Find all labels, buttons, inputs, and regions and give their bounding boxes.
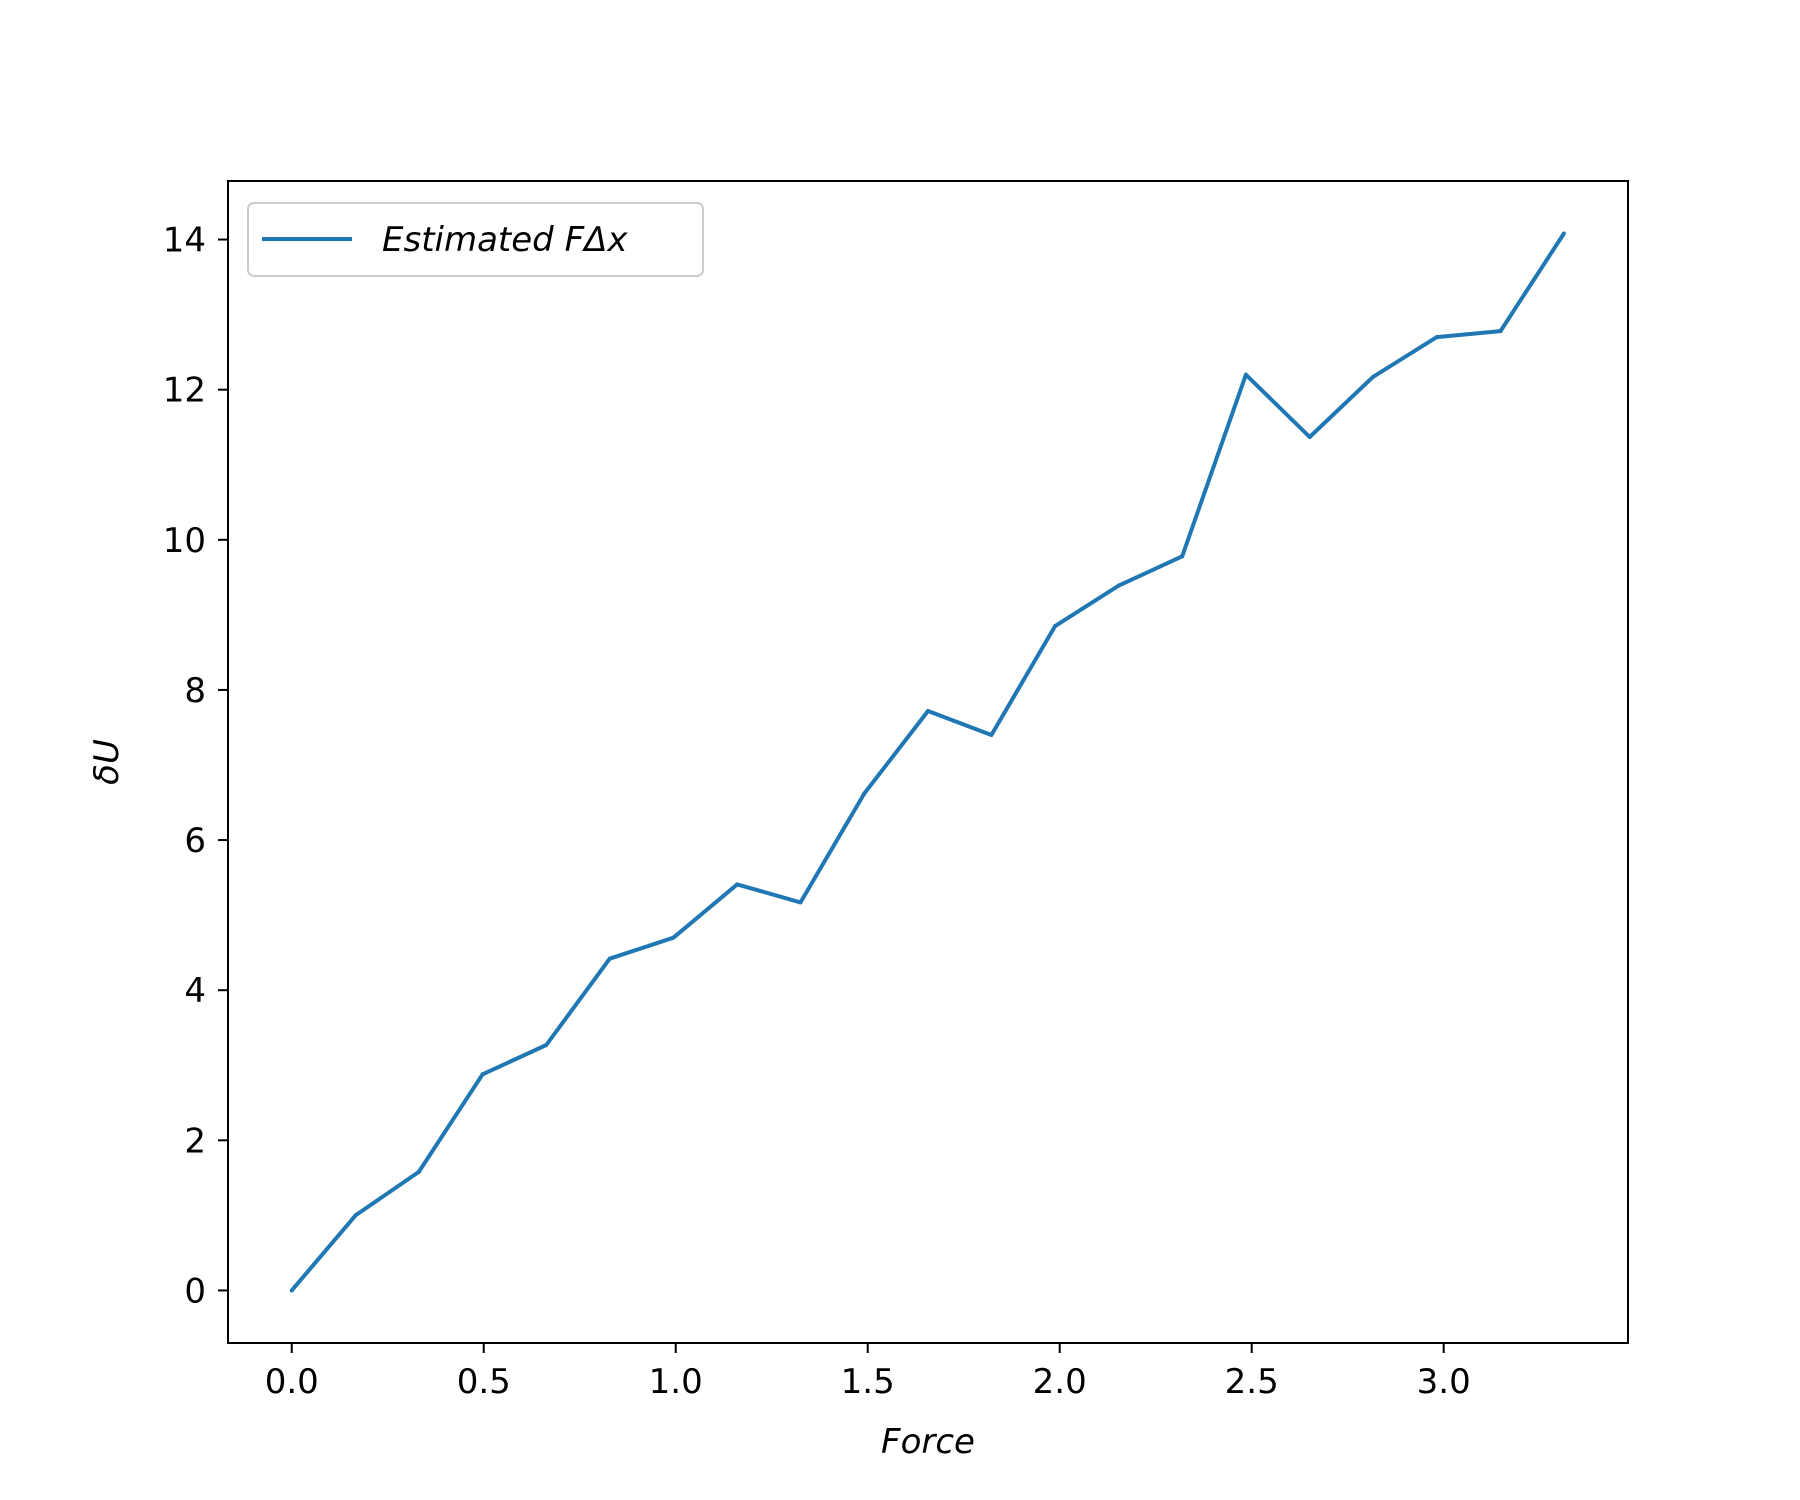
data-point [1180,554,1185,559]
x-tick-label: 2.0 [1033,1362,1087,1402]
data-point [1561,231,1566,236]
data-point [544,1042,549,1047]
data-point [1116,583,1121,588]
y-tick-label: 14 [163,221,206,261]
data-point [1434,335,1439,340]
axes-frame [227,180,1629,1344]
data-point [416,1169,421,1174]
data-point [926,708,930,713]
y-tick-label: 10 [163,521,206,561]
x-tick-label: 1.0 [649,1362,703,1402]
data-point [1307,434,1312,439]
y-tick-label: 6 [184,821,206,861]
data-point [1243,372,1248,377]
data-point [289,1288,294,1293]
y-axis-label: δU [87,739,127,785]
x-axis-ticks: 0.0 0.5 1.0 1.5 2.0 2.5 3.0 [265,1343,1471,1402]
x-tick-label: 0.5 [457,1362,511,1402]
x-tick-label: 3.0 [1417,1362,1471,1402]
y-tick-label: 2 [184,1121,206,1161]
y-tick-label: 8 [184,671,206,711]
data-point [1053,624,1058,629]
data-point [798,900,803,905]
x-tick-label: 1.5 [841,1362,895,1402]
legend-box [247,202,704,277]
data-point [735,882,740,887]
data-point [1371,374,1376,379]
data-point [671,935,676,940]
y-axis-ticks: 0 2 4 6 8 10 12 14 [163,221,228,1311]
legend: Estimated FΔx [247,202,704,277]
data-point [1498,329,1503,334]
data-point [862,791,867,796]
y-tick-label: 0 [184,1271,206,1311]
y-tick-label: 12 [163,371,206,411]
data-point [607,956,612,961]
x-tick-label: 0.0 [265,1362,319,1402]
x-axis-label: Force [881,1422,975,1462]
y-tick-label: 4 [184,971,206,1011]
data-point [989,732,994,737]
data-point [480,1072,485,1077]
data-point [353,1213,358,1218]
x-tick-label: 2.5 [1225,1362,1279,1402]
plot-area [289,231,1566,1293]
legend-label: Estimated FΔx [382,220,628,260]
